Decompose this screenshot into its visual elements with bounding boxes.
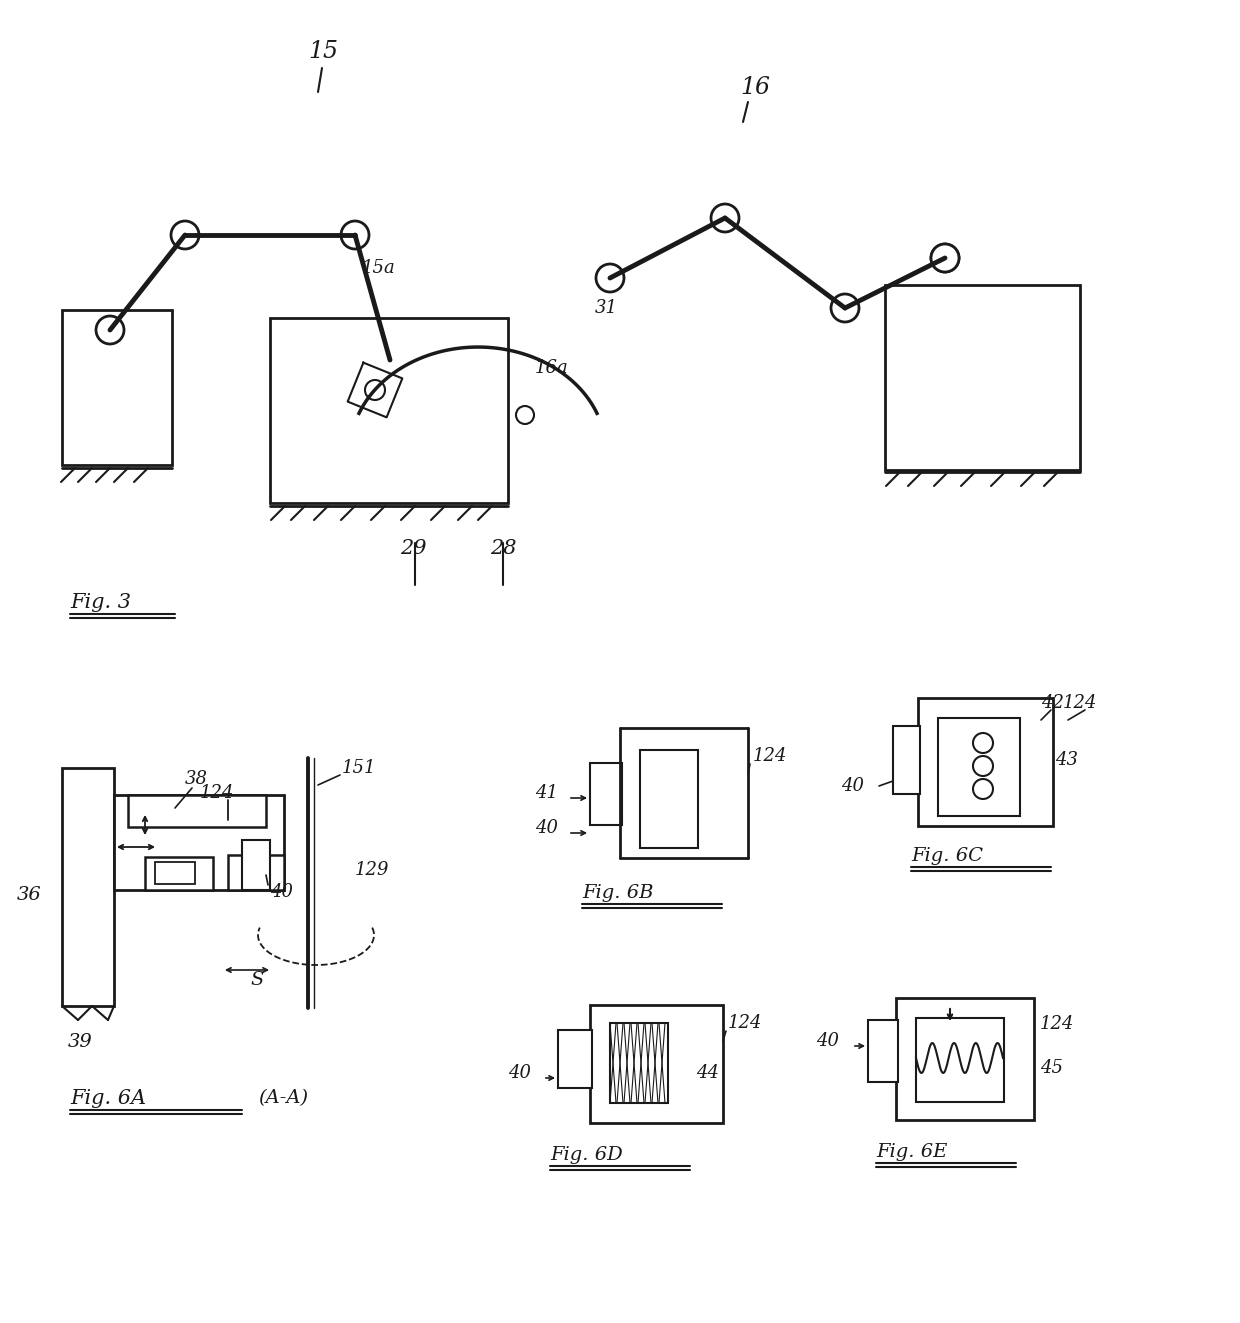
Circle shape	[711, 204, 739, 232]
Text: 40: 40	[816, 1032, 839, 1050]
Text: Fig. 6A: Fig. 6A	[69, 1089, 146, 1107]
Text: 31: 31	[595, 299, 618, 318]
Text: 41: 41	[534, 785, 558, 802]
Circle shape	[973, 755, 993, 777]
Bar	[916, 1017, 1004, 1102]
Text: 16: 16	[740, 77, 770, 99]
Bar	[62, 767, 114, 1005]
Bar	[228, 855, 284, 890]
Text: 40: 40	[841, 777, 864, 795]
Text: 124: 124	[200, 785, 234, 802]
Bar	[270, 318, 508, 503]
Text: 43: 43	[1055, 751, 1078, 769]
Bar	[918, 699, 1053, 826]
Text: 40: 40	[508, 1064, 531, 1082]
Text: 15: 15	[308, 41, 339, 64]
Text: 36: 36	[17, 886, 42, 904]
Bar	[242, 840, 270, 890]
Text: 44: 44	[696, 1064, 719, 1082]
Bar	[62, 310, 172, 464]
Bar	[610, 1023, 668, 1103]
Bar	[155, 863, 195, 884]
Text: Fig. 6D: Fig. 6D	[551, 1146, 622, 1164]
Text: 39: 39	[68, 1033, 93, 1050]
Circle shape	[831, 294, 859, 321]
Bar	[897, 998, 1034, 1121]
Bar	[128, 795, 267, 827]
Circle shape	[931, 243, 959, 273]
Bar	[590, 763, 622, 826]
Text: (A-A): (A-A)	[258, 1089, 308, 1107]
Text: Fig. 6C: Fig. 6C	[911, 847, 983, 865]
Bar	[893, 726, 920, 794]
Text: 129: 129	[355, 861, 389, 878]
Circle shape	[596, 265, 624, 292]
Text: 40: 40	[534, 819, 558, 837]
Text: 42: 42	[1042, 695, 1064, 712]
Text: S: S	[250, 971, 263, 990]
Text: 38: 38	[185, 770, 208, 789]
Text: 40: 40	[270, 882, 293, 901]
Circle shape	[365, 380, 384, 400]
Bar	[558, 1031, 591, 1088]
Text: 151: 151	[342, 759, 377, 777]
Circle shape	[95, 316, 124, 344]
Bar	[885, 284, 1080, 470]
Text: Fig. 6E: Fig. 6E	[875, 1143, 947, 1162]
Circle shape	[516, 406, 534, 423]
Text: 124: 124	[1040, 1015, 1075, 1033]
Bar	[590, 1005, 723, 1123]
Text: Fig. 3: Fig. 3	[69, 593, 131, 611]
Bar	[937, 718, 1021, 816]
Bar	[145, 857, 213, 890]
Circle shape	[973, 779, 993, 799]
Text: 28: 28	[490, 538, 517, 557]
Text: 45: 45	[1040, 1058, 1063, 1077]
Text: 124: 124	[728, 1013, 763, 1032]
Circle shape	[95, 316, 124, 344]
Text: 124: 124	[1063, 695, 1097, 712]
Text: Fig. 6B: Fig. 6B	[582, 884, 653, 902]
Text: 29: 29	[401, 538, 427, 557]
Text: 15a: 15a	[362, 259, 396, 277]
Bar	[114, 795, 284, 890]
Circle shape	[341, 221, 370, 249]
Circle shape	[378, 348, 402, 372]
Circle shape	[973, 733, 993, 753]
Bar	[640, 750, 698, 848]
Bar	[868, 1020, 898, 1082]
Text: 16a: 16a	[534, 359, 569, 377]
Text: 124: 124	[753, 747, 787, 765]
Circle shape	[931, 243, 959, 273]
Circle shape	[171, 221, 198, 249]
